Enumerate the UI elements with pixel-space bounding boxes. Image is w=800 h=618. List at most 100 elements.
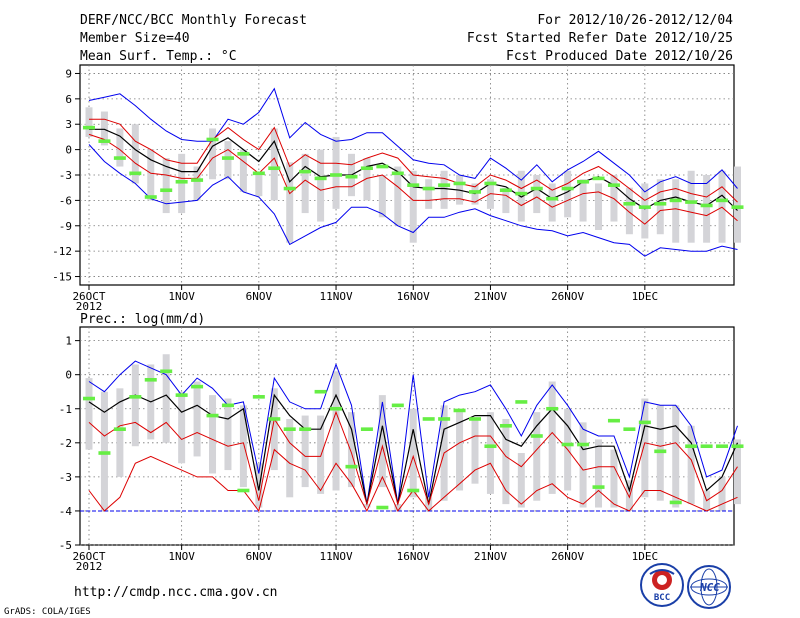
obs-marker: [360, 166, 373, 171]
spread-box: [548, 381, 556, 494]
spread-box: [486, 412, 494, 494]
obs-marker: [160, 369, 173, 374]
y-tick-label: 0: [65, 369, 72, 382]
obs-marker: [299, 169, 312, 174]
obs-marker: [607, 418, 620, 423]
obs-marker: [654, 449, 667, 454]
spread-box: [579, 422, 587, 508]
obs-marker: [577, 179, 590, 184]
obs-marker: [314, 389, 327, 394]
y-tick-label: -9: [59, 220, 72, 233]
plot-frame: [79, 64, 735, 286]
x-tick-label: 1NOV: [168, 290, 195, 303]
obs-marker: [206, 137, 219, 142]
spread-box: [131, 124, 139, 184]
spread-box: [687, 170, 695, 243]
spread-box: [533, 412, 541, 501]
spread-box: [672, 405, 680, 508]
obs-marker: [113, 156, 126, 160]
x-tick-label: 6NOV: [246, 550, 273, 563]
obs-marker: [515, 191, 528, 196]
spread-box: [116, 388, 124, 477]
spread-box: [595, 439, 603, 508]
spread-box: [100, 111, 108, 146]
footer-url[interactable]: http://cmdp.ncc.cma.gov.cn: [74, 585, 278, 600]
obs-marker: [237, 152, 250, 156]
obs-marker: [638, 205, 651, 209]
obs-marker: [716, 198, 729, 203]
spread-box: [131, 364, 139, 447]
spread-box: [85, 378, 93, 450]
header-member-size: Member Size=40: [80, 31, 190, 46]
y-tick-label: -6: [59, 194, 72, 207]
obs-marker: [546, 196, 559, 201]
obs-marker: [484, 444, 497, 449]
spread-box: [564, 170, 572, 218]
obs-marker: [484, 181, 497, 186]
y-tick-label: -1: [59, 403, 72, 416]
y-tick-label: -3: [59, 471, 72, 484]
spread-box: [317, 149, 325, 222]
obs-marker: [221, 156, 234, 160]
header-produced-date: Fcst Produced Date 2012/10/26: [506, 49, 733, 64]
obs-marker: [607, 183, 620, 187]
obs-marker: [515, 400, 528, 404]
obs-marker: [191, 178, 204, 182]
obs-marker: [83, 396, 95, 401]
spread-box: [733, 439, 741, 505]
x-tick-label: 21NOV: [474, 550, 507, 563]
obs-marker: [469, 190, 481, 194]
series-upper-line: [88, 410, 738, 506]
obs-marker: [546, 406, 559, 411]
spread-box: [641, 183, 649, 239]
obs-marker: [144, 195, 157, 199]
obs-marker: [422, 417, 435, 421]
spread-box: [672, 179, 680, 243]
obs-marker: [283, 186, 296, 191]
obs-marker: [268, 166, 281, 171]
spread-box: [456, 412, 464, 491]
obs-marker: [345, 174, 358, 179]
y-tick-label: 3: [65, 118, 72, 131]
obs-marker: [623, 427, 636, 431]
obs-marker: [345, 464, 358, 469]
obs-marker: [252, 171, 265, 176]
spread-box: [255, 175, 263, 197]
spread-box: [162, 158, 170, 214]
y-tick-label: -2: [59, 437, 72, 450]
header-title: DERF/NCC/BCC Monthly Forecast: [80, 13, 307, 28]
y-tick-label: -3: [59, 169, 72, 182]
obs-marker: [206, 413, 219, 418]
obs-marker: [376, 505, 389, 510]
obs-marker: [700, 203, 713, 208]
x-tick-label: 26NOV: [551, 550, 584, 563]
obs-marker: [592, 176, 605, 181]
y-tick-label: 1: [65, 335, 72, 348]
spread-box: [733, 166, 741, 243]
obs-marker: [191, 384, 204, 389]
bcc-logo-text: BCC: [654, 593, 670, 603]
obs-marker: [561, 186, 574, 191]
y-tick-label: -12: [52, 245, 72, 258]
obs-marker: [700, 444, 713, 449]
spread-box: [409, 170, 417, 243]
obs-marker: [623, 201, 636, 206]
spread-box: [440, 170, 448, 209]
spread-box: [502, 187, 510, 214]
series-upper-line: [89, 118, 738, 203]
obs-marker: [499, 188, 512, 193]
spread-box: [193, 381, 201, 457]
spread-box: [332, 371, 340, 491]
spread-box: [301, 153, 309, 214]
header-variable: Mean Surf. Temp.: °C: [80, 49, 237, 64]
precip-panel-title: Prec.: log(mm/d): [80, 312, 205, 327]
x-tick-label: 6NOV: [246, 290, 273, 303]
obs-marker: [83, 125, 95, 130]
obs-marker: [499, 423, 512, 428]
header-period: For 2012/10/26-2012/12/04: [537, 13, 733, 28]
spread-box: [270, 128, 278, 201]
spread-box: [332, 136, 340, 209]
header-started-date: Fcst Started Refer Date 2012/10/25: [467, 31, 733, 46]
